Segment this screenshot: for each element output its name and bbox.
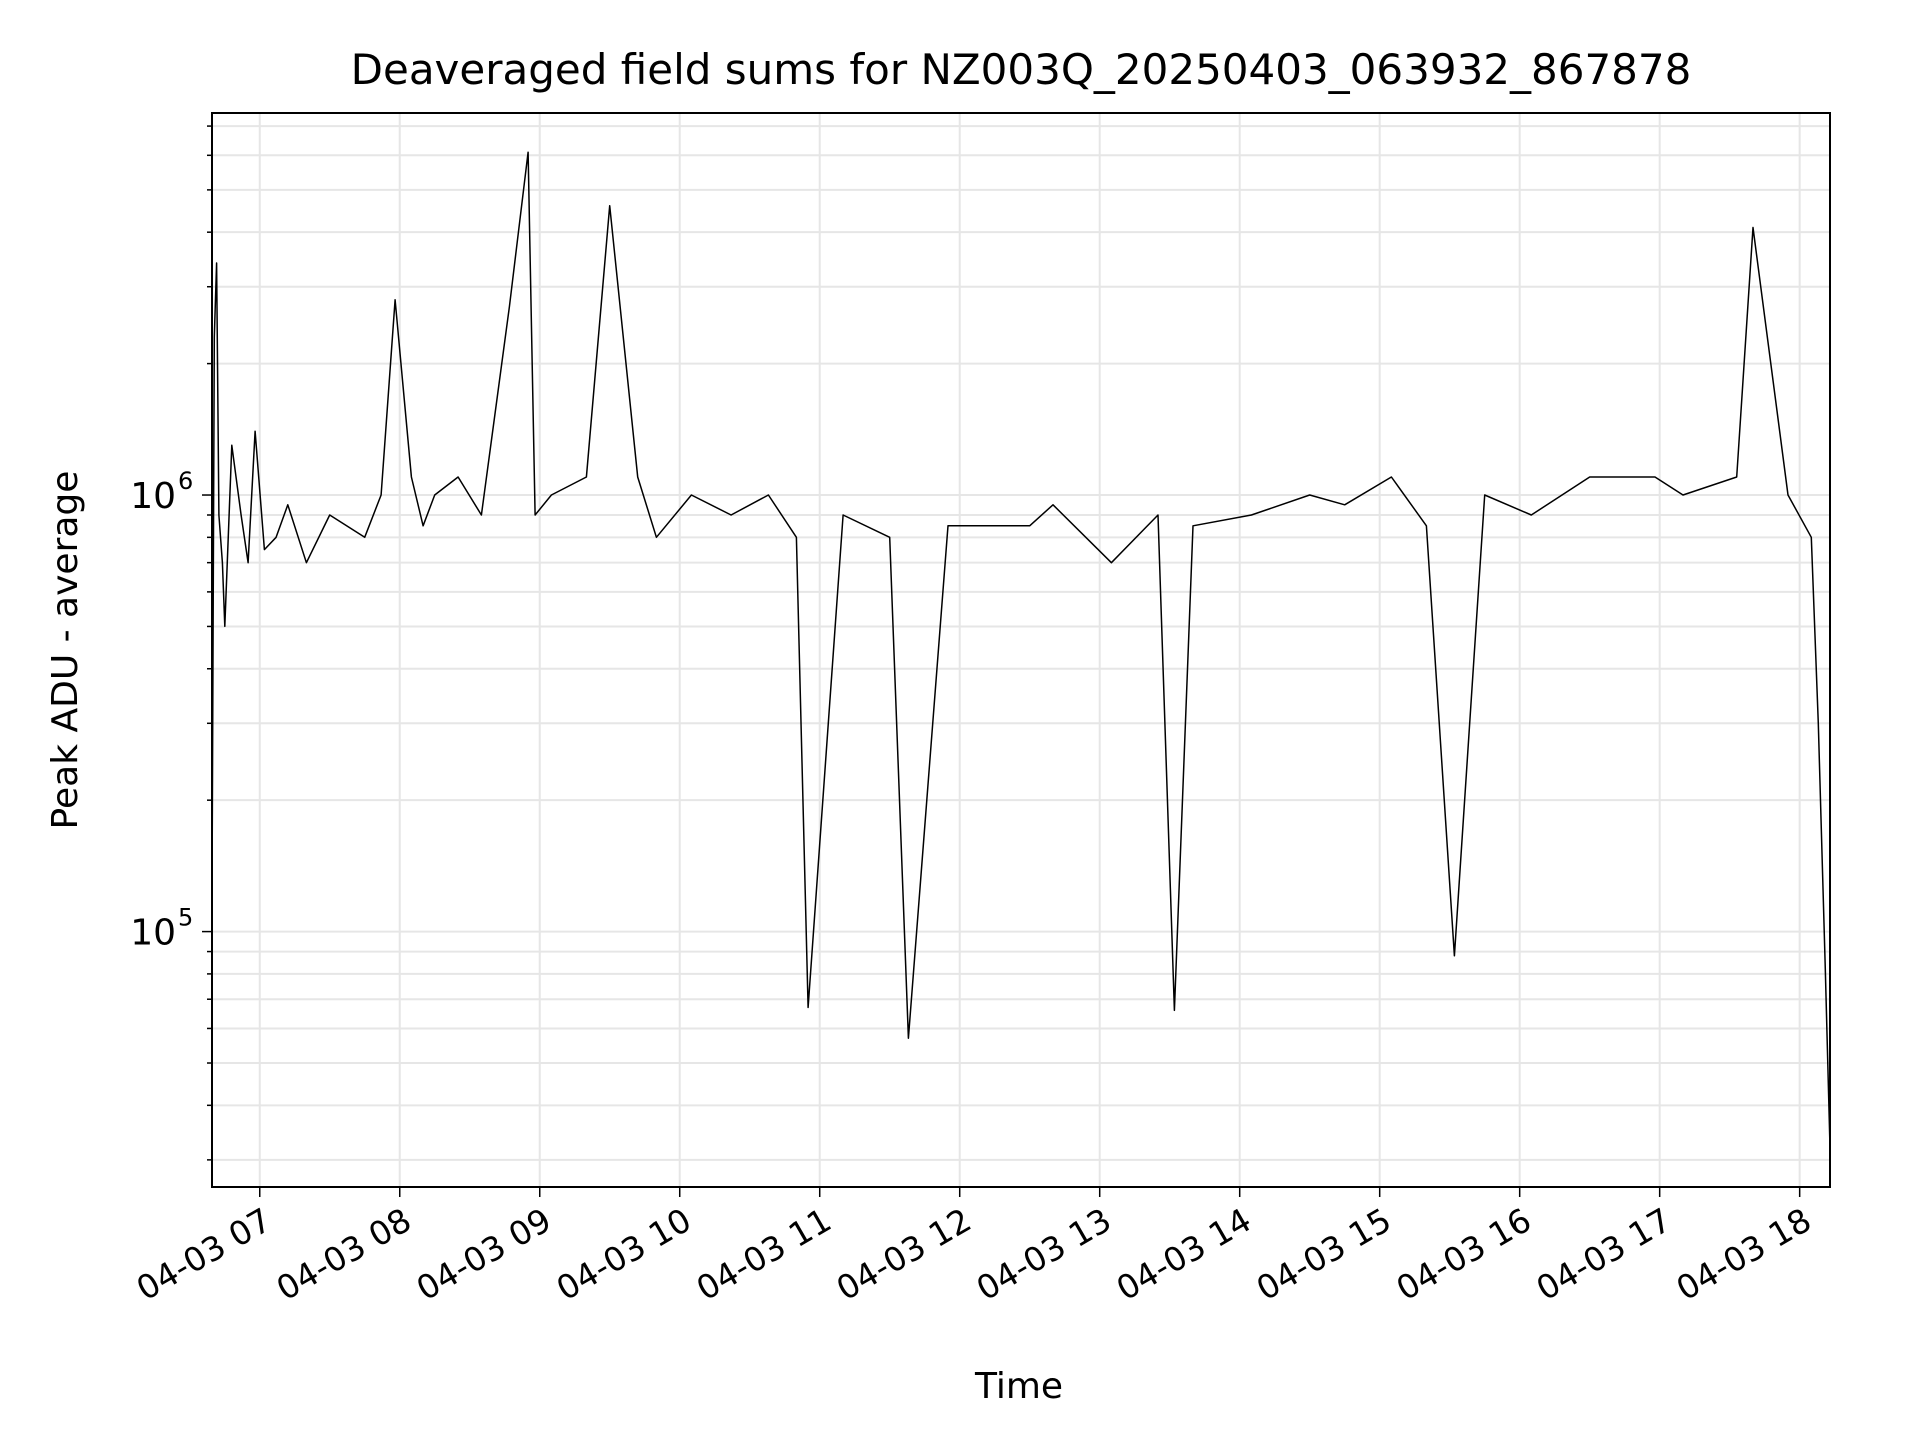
grid [212, 113, 1830, 1187]
chart-title: Deaveraged field sums for NZ003Q_2025040… [351, 45, 1692, 94]
data-line-layer [211, 151, 1831, 1148]
y-tick-label: 10 6 [130, 467, 193, 517]
y-tick-label: 10 5 [130, 904, 193, 954]
series-line [211, 151, 1831, 1148]
y-tick-label-exponent: 6 [178, 467, 193, 495]
x-axis-label: Time [974, 1366, 1063, 1407]
y-axis-label: Peak ADU - average [45, 471, 86, 830]
y-tick-label-base: 10 [130, 913, 176, 954]
y-tick-label-base: 10 [130, 476, 176, 517]
plot-area-frame [211, 112, 1831, 1188]
y-tick-label-exponent: 5 [178, 904, 193, 932]
